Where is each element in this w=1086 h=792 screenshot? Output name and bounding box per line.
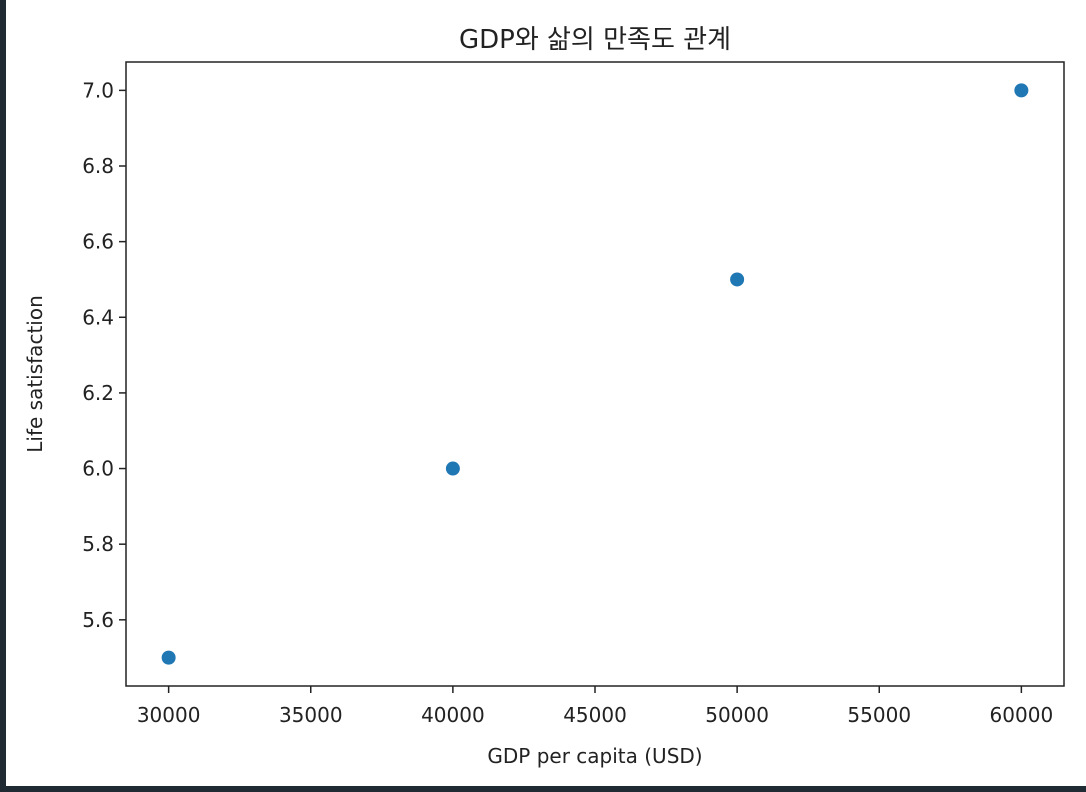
y-tick-label: 5.8 — [82, 532, 114, 556]
y-tick-label: 6.4 — [82, 305, 114, 329]
chart-title: GDP와 삶의 만족도 관계 — [459, 25, 731, 55]
y-axis: 5.6 5.8 6.0 6.2 6.4 6.6 6.8 7.0 — [82, 78, 126, 632]
y-tick-label: 7.0 — [82, 78, 114, 102]
x-tick-label: 45000 — [563, 703, 627, 727]
y-tick-label: 6.6 — [82, 230, 114, 254]
x-axis: 30000 35000 40000 45000 50000 55000 60000 — [137, 686, 1053, 727]
y-tick-label: 6.0 — [82, 457, 114, 481]
data-point — [445, 461, 460, 476]
data-points — [161, 83, 1029, 665]
y-axis-label: Life satisfaction — [23, 295, 47, 453]
x-tick-label: 35000 — [279, 703, 343, 727]
x-tick-label: 55000 — [847, 703, 911, 727]
y-tick-label: 6.2 — [82, 381, 114, 405]
data-point — [730, 272, 745, 287]
plot-area — [125, 61, 1065, 687]
data-point — [161, 650, 176, 665]
y-tick-label: 5.6 — [82, 608, 114, 632]
data-point — [1014, 83, 1029, 98]
y-tick-label: 6.8 — [82, 154, 114, 178]
x-axis-label: GDP per capita (USD) — [487, 744, 702, 768]
x-tick-label: 30000 — [137, 703, 201, 727]
x-tick-label: 50000 — [705, 703, 769, 727]
x-tick-label: 60000 — [990, 703, 1054, 727]
x-tick-label: 40000 — [421, 703, 485, 727]
